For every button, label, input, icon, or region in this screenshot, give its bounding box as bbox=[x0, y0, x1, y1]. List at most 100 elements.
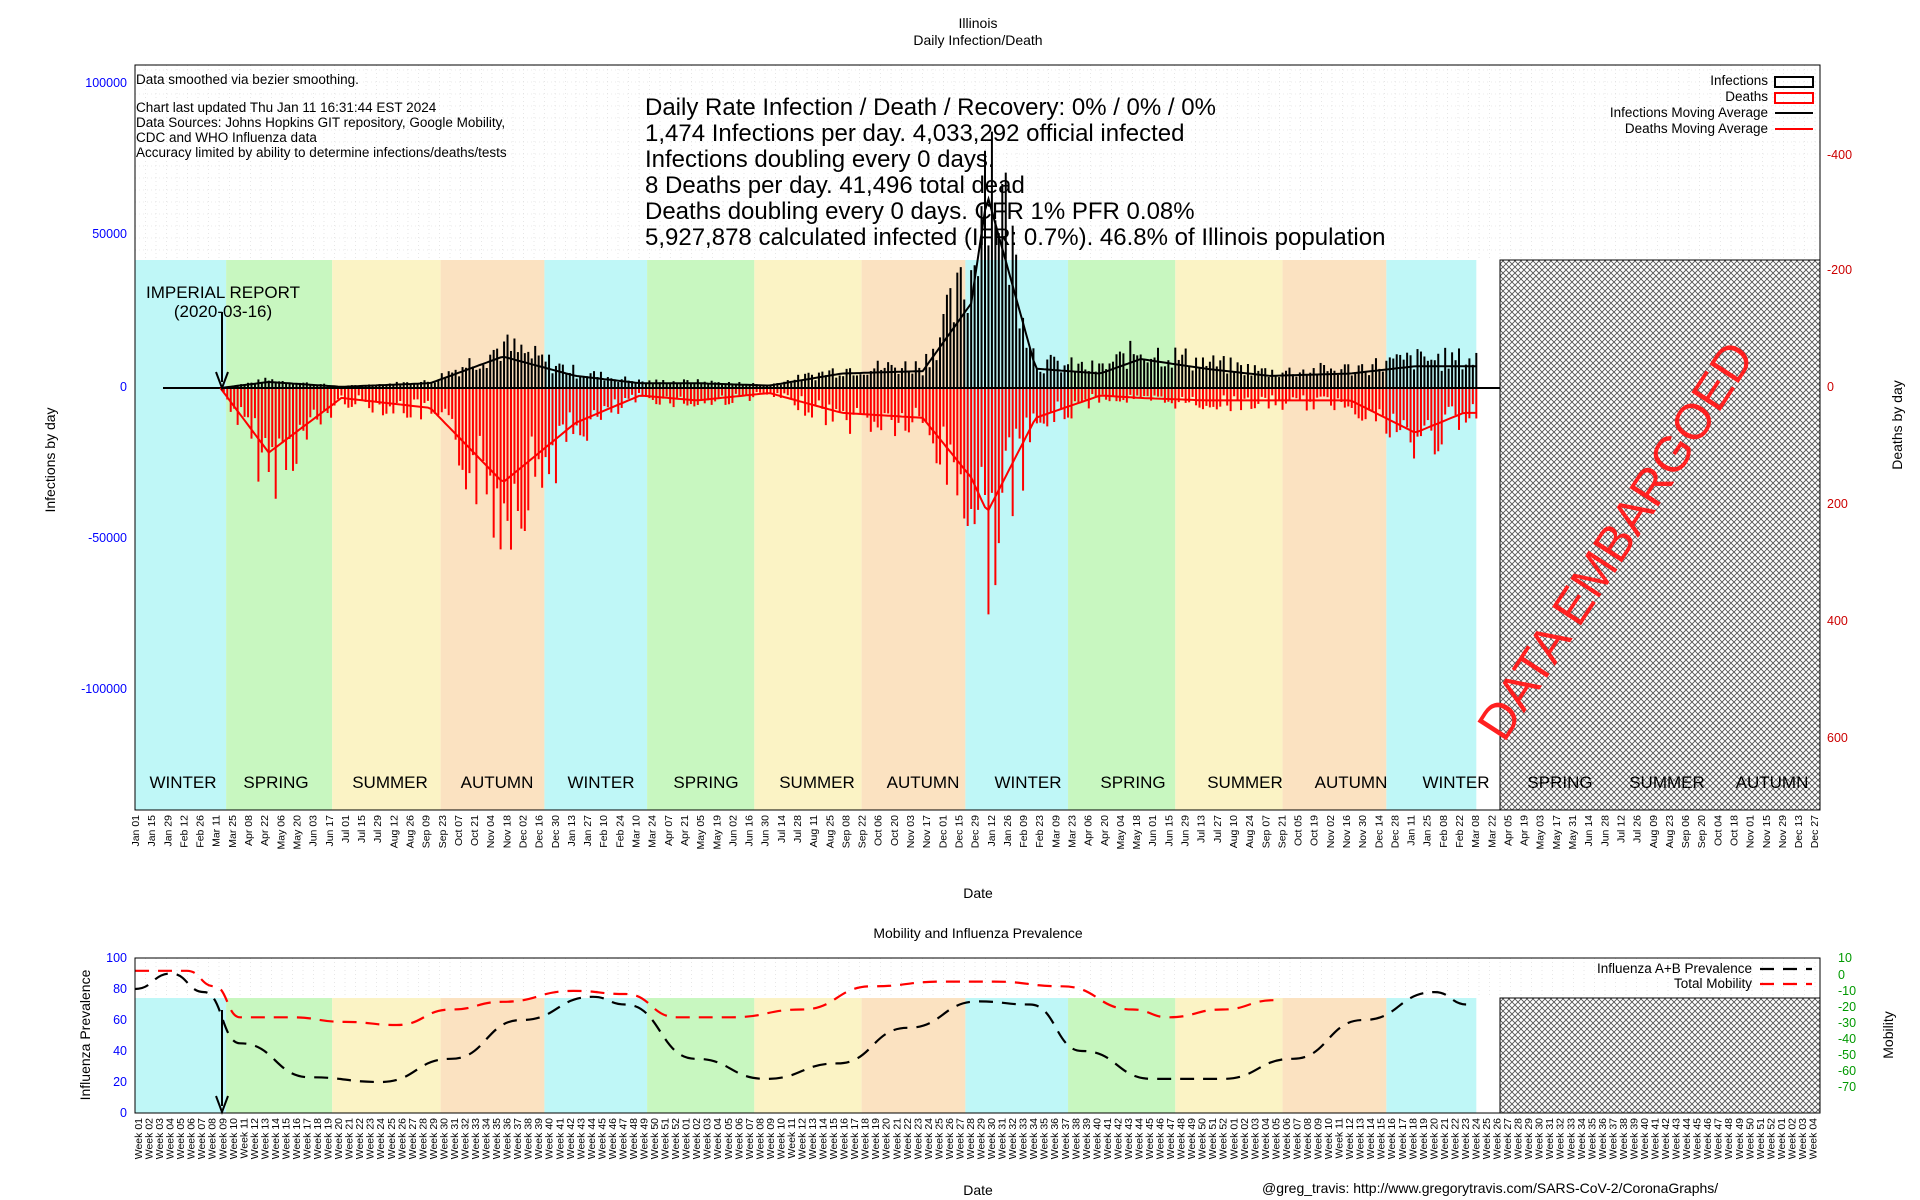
stat-inf-doubling: Infections doubling every 0 days. bbox=[645, 146, 995, 173]
week-tick-label: Week 42 bbox=[1660, 1118, 1672, 1159]
date-tick-label: Jun 02 bbox=[727, 815, 739, 847]
date-tick-label: Jan 29 bbox=[162, 815, 174, 847]
note-sources-cont: CDC and WHO Influenza data bbox=[136, 130, 317, 145]
week-tick-label: Week 03 bbox=[702, 1118, 714, 1159]
season-labels: WINTER SPRING SUMMER AUTUMN WINTER SPRING SUMM… bbox=[149, 773, 1808, 792]
mobility-ylabel-right: Mobility bbox=[1880, 1011, 1896, 1058]
week-tick-label: Week 39 bbox=[1081, 1118, 1093, 1159]
week-tick-label: Week 40 bbox=[544, 1118, 556, 1159]
mobility-season-band-spring bbox=[226, 998, 333, 1113]
date-tick-label: Aug 12 bbox=[388, 815, 400, 848]
right-tick-label: 0 bbox=[1827, 380, 1834, 394]
legend-mobility: Total Mobility bbox=[1674, 976, 1752, 991]
week-tick-label: Week 17 bbox=[849, 1118, 861, 1159]
date-tick-label: Jan 13 bbox=[566, 815, 578, 847]
date-tick-label: Jan 27 bbox=[582, 815, 594, 847]
week-tick-label: Week 37 bbox=[1060, 1118, 1072, 1159]
mobility-arrowhead bbox=[215, 1095, 229, 1115]
date-tick-label: Jan 25 bbox=[1422, 815, 1434, 847]
week-tick-label: Week 38 bbox=[1070, 1118, 1082, 1159]
week-tick-label: Week 31 bbox=[997, 1118, 1009, 1159]
week-tick-label: Week 51 bbox=[660, 1118, 672, 1159]
week-tick-label: Week 29 bbox=[1523, 1118, 1535, 1159]
date-tick-label: Jan 26 bbox=[1002, 815, 1014, 847]
date-tick-label: Jun 15 bbox=[1163, 815, 1175, 847]
week-tick-label: Week 44 bbox=[1133, 1118, 1145, 1159]
date-tick-label: Jun 14 bbox=[1583, 815, 1595, 847]
date-tick-label: Jul 26 bbox=[1632, 815, 1644, 843]
week-tick-label: Week 41 bbox=[554, 1118, 566, 1159]
date-tick-label: Jan 12 bbox=[986, 815, 998, 847]
week-tick-label: Week 02 bbox=[691, 1118, 703, 1159]
week-tick-label: Week 45 bbox=[1144, 1118, 1156, 1159]
week-tick-label: Week 05 bbox=[175, 1118, 187, 1159]
right-tick-label: 600 bbox=[1827, 731, 1848, 745]
credit-text: @greg_travis: http://www.gregorytravis.c… bbox=[1262, 1180, 1718, 1196]
date-tick-label: Jul 29 bbox=[372, 815, 384, 843]
week-tick-label: Week 27 bbox=[407, 1118, 419, 1159]
week-tick-label: Week 21 bbox=[1439, 1118, 1451, 1159]
date-tick-label: Sep 21 bbox=[1276, 815, 1288, 848]
legend-infections: Infections bbox=[1710, 73, 1768, 88]
season-label: SUMMER bbox=[1629, 773, 1705, 792]
date-tick-label: Apr 20 bbox=[1099, 815, 1111, 846]
week-tick-label: Week 33 bbox=[470, 1118, 482, 1159]
mobility-season-bands bbox=[135, 998, 1477, 1113]
date-tick-label: Nov 18 bbox=[501, 815, 513, 848]
week-tick-label: Week 52 bbox=[1765, 1118, 1777, 1159]
mobility-ylabel-left: Influenza Prevalence bbox=[77, 969, 93, 1100]
week-tick-label: Week 07 bbox=[1291, 1118, 1303, 1159]
date-tick-label: Mar 11 bbox=[211, 815, 223, 847]
date-tick-label: Feb 12 bbox=[178, 815, 190, 848]
week-tick-label: Week 45 bbox=[596, 1118, 608, 1159]
notes-block: Data smoothed via bezier smoothing. Char… bbox=[136, 72, 507, 160]
note-accuracy: Accuracy limited by ability to determine… bbox=[136, 145, 507, 160]
mobility-season-band-spring bbox=[1068, 998, 1176, 1113]
week-tick-label: Week 13 bbox=[259, 1118, 271, 1159]
infections-moving-average-line bbox=[163, 195, 1477, 389]
main-title: Illinois bbox=[959, 15, 998, 31]
date-tick-label: Dec 02 bbox=[518, 815, 530, 848]
mobility-season-band-autumn bbox=[1282, 998, 1387, 1113]
week-tick-label: Week 43 bbox=[575, 1118, 587, 1159]
date-tick-label: Jan 11 bbox=[1406, 815, 1418, 846]
week-tick-label: Week 43 bbox=[1671, 1118, 1683, 1159]
date-tick-label: Jul 13 bbox=[1196, 815, 1208, 843]
season-bands bbox=[135, 260, 1477, 810]
mobility-season-band-winter bbox=[544, 998, 648, 1113]
week-tick-label: Week 43 bbox=[1123, 1118, 1135, 1159]
season-label: SUMMER bbox=[1207, 773, 1283, 792]
season-band-summer bbox=[754, 260, 862, 810]
date-tick-label: Nov 29 bbox=[1777, 815, 1789, 848]
date-tick-label: Nov 30 bbox=[1357, 815, 1369, 848]
mobility-season-band-summer bbox=[1175, 998, 1283, 1113]
week-tick-label: Week 25 bbox=[933, 1118, 945, 1159]
date-tick-label: Jun 16 bbox=[744, 815, 756, 847]
date-tick-label: Dec 16 bbox=[534, 815, 546, 848]
week-tick-label: Week 15 bbox=[828, 1118, 840, 1159]
week-tick-label: Week 01 bbox=[1228, 1118, 1240, 1159]
right-tick-label: 200 bbox=[1827, 497, 1848, 511]
date-tick-label: Jul 15 bbox=[356, 815, 368, 843]
right-axis-ticks: -400 -200 0 200 400 600 bbox=[1827, 148, 1852, 745]
week-tick-label: Week 28 bbox=[1513, 1118, 1525, 1159]
stat-infections: 1,474 Infections per day. 4,033,292 offi… bbox=[645, 120, 1184, 147]
legend-deaths-ma: Deaths Moving Average bbox=[1625, 121, 1768, 136]
season-label: AUTUMN bbox=[1315, 773, 1388, 792]
season-band-spring bbox=[226, 260, 333, 810]
mobility-left-ticks: 100 80 60 40 20 0 bbox=[106, 951, 127, 1120]
week-tick-label: Week 31 bbox=[1544, 1118, 1556, 1159]
date-tick-label: Oct 18 bbox=[1729, 815, 1741, 846]
week-tick-label: Week 24 bbox=[1470, 1118, 1482, 1159]
week-tick-label: Week 38 bbox=[523, 1118, 535, 1159]
mobility-right-tick-label: -10 bbox=[1838, 984, 1856, 998]
season-band-spring bbox=[1068, 260, 1176, 810]
season-band-summer bbox=[1175, 260, 1283, 810]
mobility-grid bbox=[134, 958, 1816, 998]
date-tick-label: Feb 08 bbox=[1438, 815, 1450, 848]
date-tick-label: May 18 bbox=[1131, 815, 1143, 850]
week-tick-label: Week 21 bbox=[891, 1118, 903, 1159]
week-tick-label: Week 24 bbox=[375, 1118, 387, 1159]
